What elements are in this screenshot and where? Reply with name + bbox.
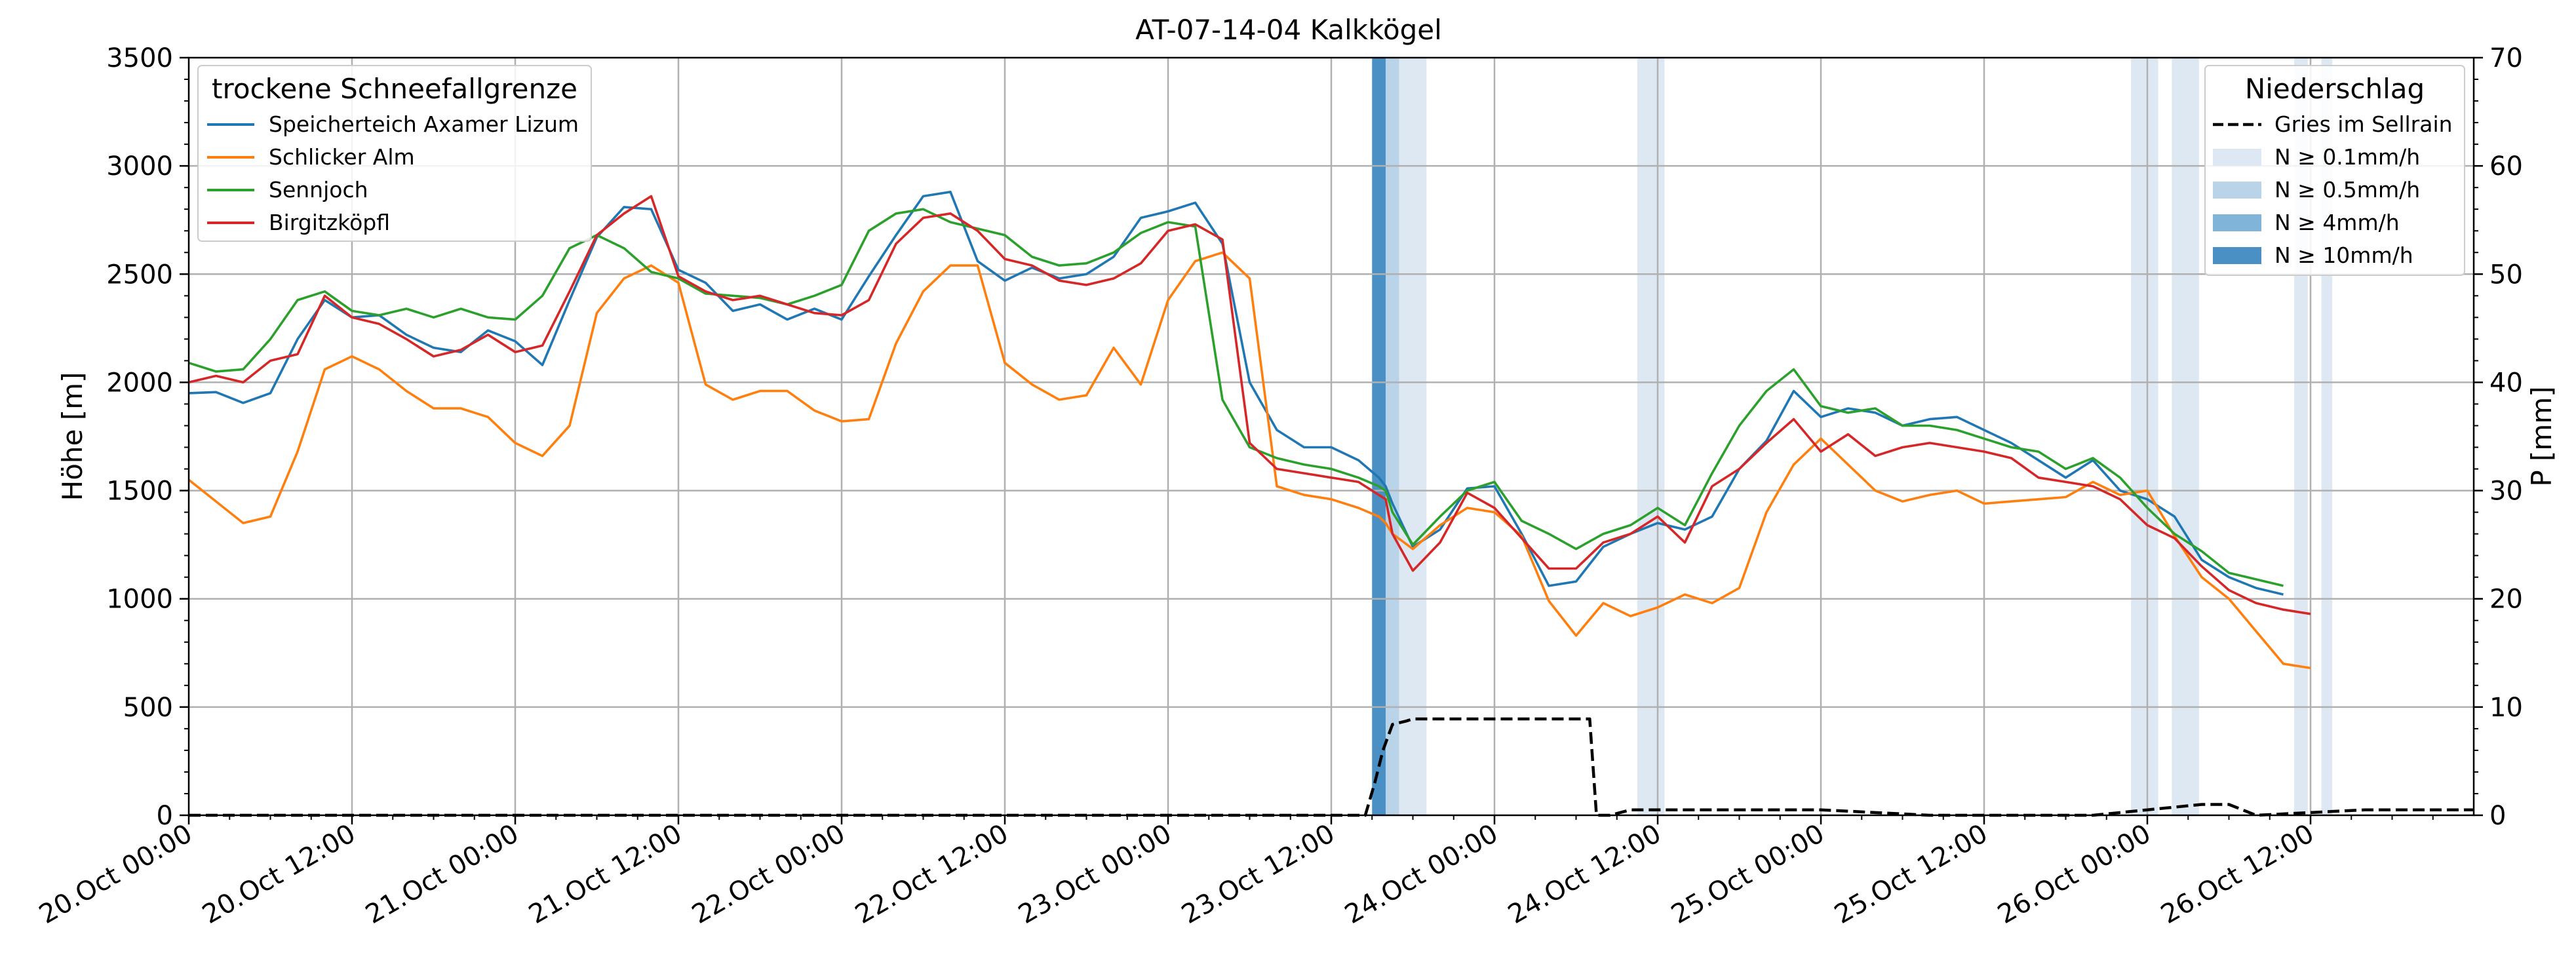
x-tick-label-8: 24.Oct 00:00	[1340, 819, 1503, 930]
precip-band-0	[1372, 58, 1386, 815]
legend-left-frame	[197, 65, 592, 242]
precipitation-series-line	[189, 717, 2474, 817]
precip-band-3	[1637, 58, 1665, 815]
left-y-axis: 0 500 1000 1500 2000 2500 3000 3500	[106, 43, 189, 831]
chart-title: AT-07-14-04 Kalkkögel	[1135, 14, 1442, 46]
y-tick-label-2: 1000	[106, 585, 173, 615]
series-line-0	[188, 190, 2284, 596]
legend-right-label-2: N ≥ 0.5mm/h	[2274, 177, 2420, 203]
y-tick-label-0: 0	[157, 801, 173, 831]
series-lines	[187, 190, 2311, 670]
y2-tick-label-2: 20	[2489, 585, 2523, 615]
y2-tick-label-7: 70	[2489, 43, 2523, 73]
x-tick-label-6: 23.Oct 00:00	[1013, 819, 1177, 930]
x-tick-label-1: 20.Oct 12:00	[197, 819, 361, 930]
x-tick-label-10: 25.Oct 00:00	[1666, 819, 1829, 930]
legend-right-swatch-1	[2213, 149, 2261, 166]
y-tick-label-4: 2000	[106, 368, 173, 398]
legend-right-label-4: N ≥ 10mm/h	[2274, 242, 2413, 268]
legend-right-frame	[2204, 65, 2465, 276]
series-line-3	[188, 195, 2311, 615]
x-tick-label-13: 26.Oct 12:00	[2156, 819, 2319, 930]
legend-label-2: Sennjoch	[269, 177, 368, 203]
precip-band-4	[2131, 58, 2158, 815]
legend-right-label-1: N ≥ 0.1mm/h	[2274, 144, 2420, 170]
legend-label-0: Speicherteich Axamer Lizum	[269, 111, 579, 137]
y2-tick-label-1: 10	[2489, 693, 2523, 723]
x-tick-label-5: 22.Oct 12:00	[850, 819, 1013, 930]
legend-label-1: Schlicker Alm	[269, 144, 415, 170]
legend-right: Niederschlag Gries im Sellrain N ≥ 0.1mm/…	[2204, 65, 2465, 276]
x-tick-label-11: 25.Oct 12:00	[1829, 819, 1993, 930]
x-tick-label-3: 21.Oct 12:00	[524, 819, 687, 930]
x-axis: 20.Oct 00:00 20.Oct 12:00 21.Oct 00:00 21.O…	[34, 815, 2434, 930]
x-tick-label-7: 23.Oct 12:00	[1177, 819, 1340, 930]
x-tick-label-2: 21.Oct 00:00	[361, 819, 524, 930]
precip-band-1	[1386, 58, 1399, 815]
y2-tick-label-3: 30	[2489, 476, 2523, 507]
y2-axis-label: P [mm]	[2526, 386, 2558, 486]
precipitation-line	[189, 717, 2474, 817]
y-tick-label-7: 3500	[106, 43, 173, 73]
legend-right-title: Niederschlag	[2245, 73, 2425, 105]
series-line-1	[187, 251, 2311, 670]
precip-band-2	[1399, 58, 1427, 815]
legend-left-title: trockene Schneefallgrenze	[212, 73, 577, 105]
right-y-axis: 0 10 20 30 40 50 60 70	[2474, 43, 2523, 831]
series-line-2	[188, 208, 2284, 587]
y2-tick-label-5: 50	[2489, 260, 2523, 290]
x-tick-label-9: 24.Oct 12:00	[1503, 819, 1666, 930]
y-tick-label-6: 3000	[106, 151, 173, 182]
y2-tick-label-6: 60	[2489, 151, 2523, 182]
legend-right-swatch-2	[2213, 182, 2261, 199]
legend-right-swatch-4	[2213, 247, 2261, 264]
legend-right-label-3: N ≥ 4mm/h	[2274, 210, 2400, 235]
y2-tick-label-4: 40	[2489, 368, 2523, 398]
legend-left: trockene Schneefallgrenze Speicherteich …	[197, 65, 592, 242]
grid	[189, 58, 2474, 815]
legend-label-3: Birgitzköpfl	[269, 210, 390, 235]
precip-band-5	[2172, 58, 2199, 815]
y-tick-label-5: 2500	[106, 260, 173, 290]
x-tick-label-4: 22.Oct 00:00	[687, 819, 850, 930]
y-tick-label-1: 500	[123, 693, 173, 723]
y-axis-label: Höhe [m]	[56, 372, 88, 501]
y2-tick-label-0: 0	[2489, 801, 2506, 831]
x-tick-label-12: 26.Oct 00:00	[1993, 819, 2156, 930]
legend-right-label-0: Gries im Sellrain	[2274, 111, 2453, 137]
x-tick-label-0: 20.Oct 00:00	[34, 819, 197, 930]
y-tick-label-3: 1500	[106, 476, 173, 507]
legend-right-swatch-3	[2213, 214, 2261, 231]
